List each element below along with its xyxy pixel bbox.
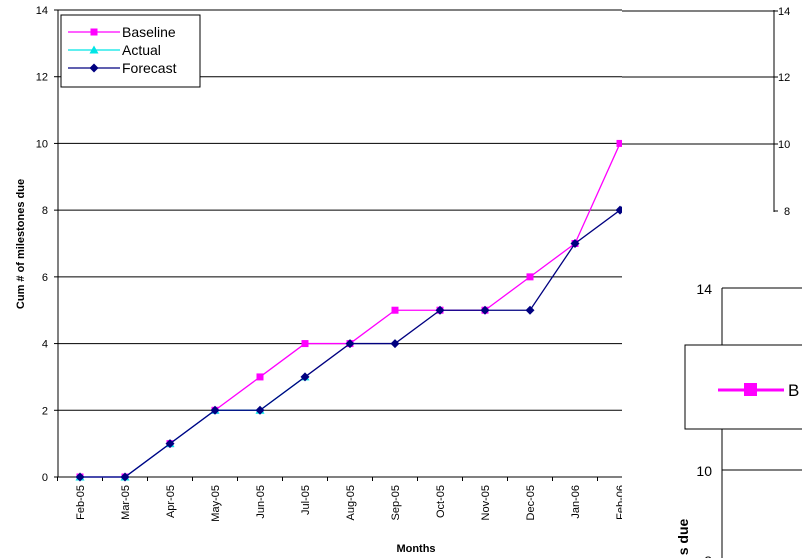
overlay-lower-legend-text: B <box>788 381 799 400</box>
data-point-forecast <box>210 405 220 415</box>
overlay-lower-legend-marker <box>744 383 757 396</box>
x-tick-label: Mar-05 <box>120 485 132 520</box>
legend-label: Forecast <box>122 60 177 76</box>
x-tick-label: Sep-05 <box>390 485 402 520</box>
legend-box <box>60 14 201 88</box>
y-tick-label: 10 <box>36 138 48 150</box>
x-tick-labels: Feb-05 Mar-05 Apr-05 May-05 Jun-05 Jul-05 Aug-… <box>57 477 627 522</box>
x-tick-label: Oct-05 <box>435 485 447 518</box>
overlay-right-tick-label: 10 <box>778 139 790 151</box>
overlay-right-tick-label: 8 <box>784 206 790 218</box>
overlay-right-tick-label: 14 <box>778 6 790 18</box>
data-point-forecast <box>345 339 355 349</box>
x-tick-label: Jan-06 <box>570 485 582 519</box>
y-tick-label: 2 <box>42 405 48 417</box>
overlay-chart-lower: 14 10 B s due 8 <box>622 265 802 558</box>
data-point-forecast <box>525 305 535 315</box>
x-tick-label: Feb-05 <box>75 485 87 520</box>
x-tick-label: Dec-05 <box>525 485 537 520</box>
overlay-lower-tick-10: 10 <box>696 463 712 479</box>
x-tick-label: Aug-05 <box>345 485 357 520</box>
x-tick-label: Jul-05 <box>300 485 312 515</box>
y-tick-label: 14 <box>36 5 48 17</box>
legend-swatch-marker <box>89 45 99 54</box>
plot-frame <box>57 10 622 478</box>
legend-item-baseline: Baseline <box>68 24 176 40</box>
data-point-forecast <box>300 372 310 382</box>
x-tick-label: Jun-05 <box>255 485 267 519</box>
overlay-right-bg <box>622 0 802 225</box>
overlay-lower-y-title: s due <box>675 519 691 556</box>
data-point-forecast <box>480 305 490 315</box>
y-tick-label: 8 <box>42 205 48 217</box>
y-axis-title: Cum # of milestones due <box>15 179 27 309</box>
x-tick-label: Nov-05 <box>480 485 492 520</box>
data-point-baseline <box>256 373 264 381</box>
legend-swatch-marker <box>90 28 98 36</box>
overlay-lower-tick-14: 14 <box>696 281 712 297</box>
y-tick-label: 4 <box>42 339 48 351</box>
legend: Baseline Actual Forecast <box>60 14 201 88</box>
data-point-forecast <box>165 439 175 449</box>
y-tick-label: 6 <box>42 272 48 284</box>
legend-item-forecast: Forecast <box>68 60 177 76</box>
legend-label: Baseline <box>122 24 176 40</box>
data-point-baseline <box>391 306 399 314</box>
data-point-forecast <box>255 405 265 415</box>
x-tick-label: May-05 <box>210 485 222 522</box>
data-point-forecast <box>570 239 580 248</box>
data-point-forecast <box>435 305 445 315</box>
overlay-lower-legend-box <box>684 344 802 430</box>
legend-label: Actual <box>122 42 161 58</box>
legend-swatch-marker <box>89 63 99 73</box>
data-point-baseline <box>301 340 309 348</box>
y-tick-label: 0 <box>42 472 48 484</box>
overlay-chart-right: 8 10 12 14 <box>622 0 802 225</box>
data-point-baseline <box>526 273 534 281</box>
legend-item-actual: Actual <box>68 42 161 58</box>
data-point-forecast <box>75 472 85 482</box>
overlay-right-tick-label: 12 <box>778 72 790 84</box>
data-point-forecast <box>390 339 400 349</box>
y-tick-labels: 0 2 4 6 8 10 12 14 <box>36 5 58 484</box>
overlay-lower-cut-tick: 8 <box>704 553 712 558</box>
data-point-forecast <box>120 472 130 482</box>
y-tick-label: 12 <box>36 72 48 84</box>
data-point-baseline <box>616 139 624 147</box>
x-tick-label: Apr-05 <box>165 485 177 518</box>
x-axis-title: Months <box>396 543 435 555</box>
